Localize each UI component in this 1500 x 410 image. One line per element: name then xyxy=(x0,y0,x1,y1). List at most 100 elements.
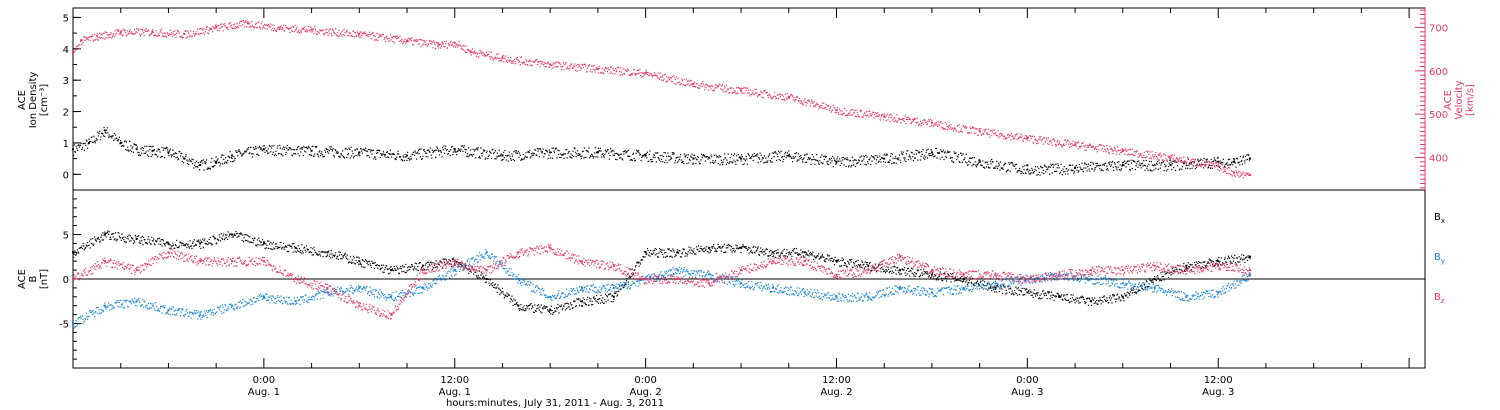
density-series-sample xyxy=(198,165,199,166)
velocity-series-sample xyxy=(1235,176,1236,177)
density-series-sample xyxy=(845,158,846,159)
velocity-series-sample xyxy=(389,40,390,41)
density-series-sample xyxy=(287,145,288,146)
bx-series-sample xyxy=(593,297,594,298)
bx-series-sample xyxy=(693,248,694,249)
density-series-sample xyxy=(1164,164,1165,165)
density-series-sample xyxy=(404,160,405,161)
density-series-sample xyxy=(1147,165,1148,166)
density-series-sample xyxy=(812,159,813,160)
velocity-series-sample xyxy=(895,120,896,121)
velocity-series-sample xyxy=(776,97,777,98)
velocity-series-sample xyxy=(516,59,517,60)
density-series-sample xyxy=(553,147,554,148)
bx-series-sample xyxy=(710,251,711,252)
bx-series-sample xyxy=(672,257,673,258)
density-series-sample xyxy=(1104,165,1105,166)
bx-series-sample xyxy=(688,251,689,252)
velocity-series-sample xyxy=(667,80,668,81)
bx-series-sample xyxy=(161,239,162,240)
velocity-series-sample xyxy=(1025,135,1026,136)
velocity-series-sample xyxy=(266,25,267,26)
bx-series-sample xyxy=(119,236,120,237)
bx-series-sample xyxy=(154,244,155,245)
velocity-series-sample xyxy=(458,45,459,46)
density-series-sample xyxy=(136,144,137,145)
velocity-series-sample xyxy=(868,116,869,117)
velocity-series-sample xyxy=(1011,133,1012,134)
velocity-series-sample xyxy=(112,36,113,37)
bx-series-sample xyxy=(606,301,607,302)
velocity-series-sample xyxy=(1002,134,1003,135)
velocity-series-sample xyxy=(799,98,800,99)
bx-series-sample xyxy=(76,254,77,255)
density-series-sample xyxy=(410,156,411,157)
density-series-sample xyxy=(329,146,330,147)
density-series-sample xyxy=(1039,172,1040,173)
density-series-sample xyxy=(432,152,433,153)
density-series-sample xyxy=(325,152,326,153)
velocity-series-sample xyxy=(282,27,283,28)
velocity-series-sample xyxy=(327,32,328,33)
density-series-sample xyxy=(557,150,558,151)
bx-series-sample xyxy=(401,271,402,272)
bx-series-sample xyxy=(130,240,131,241)
velocity-series-sample xyxy=(1132,148,1133,149)
density-series-sample xyxy=(731,154,732,155)
velocity-series-sample xyxy=(304,27,305,28)
density-series-sample xyxy=(1023,173,1024,174)
density-series-sample xyxy=(128,149,129,150)
bx-series-sample xyxy=(301,253,302,254)
velocity-series-sample xyxy=(896,121,897,122)
time-tick-label: 0:00 xyxy=(1016,375,1038,386)
density-series-sample xyxy=(506,159,507,160)
velocity-series-sample xyxy=(641,76,642,77)
density-series-sample xyxy=(909,155,910,156)
density-series-sample xyxy=(975,165,976,166)
velocity-series-sample xyxy=(814,101,815,102)
bx-series-sample xyxy=(264,242,265,243)
velocity-series-sample xyxy=(408,41,409,42)
velocity-series-sample xyxy=(96,35,97,36)
density-series-sample xyxy=(1131,163,1132,164)
density-series-sample xyxy=(1248,155,1249,156)
velocity-series-sample xyxy=(205,29,206,30)
bx-series-sample xyxy=(522,307,523,308)
bx-series-sample xyxy=(488,282,489,283)
velocity-series-sample xyxy=(634,73,635,74)
bx-series-sample xyxy=(310,247,311,248)
bx-series-sample xyxy=(476,275,477,276)
bx-series-sample xyxy=(428,262,429,263)
bx-series-sample xyxy=(380,269,381,270)
density-series-sample xyxy=(458,148,459,149)
velocity-series-sample xyxy=(924,120,925,121)
density-series-sample xyxy=(1114,162,1115,163)
density-series-sample xyxy=(563,154,564,155)
density-series-sample xyxy=(282,155,283,156)
velocity-series-sample xyxy=(380,34,381,35)
velocity-series-sample xyxy=(136,28,137,29)
velocity-series-sample xyxy=(544,66,545,67)
density-series-sample xyxy=(853,164,854,165)
velocity-series-sample xyxy=(873,117,874,118)
bx-series-sample xyxy=(312,248,313,249)
density-series-sample xyxy=(1158,169,1159,170)
velocity-series-sample xyxy=(532,65,533,66)
velocity-series-sample xyxy=(589,64,590,65)
density-series-sample xyxy=(427,156,428,157)
velocity-series-sample xyxy=(225,25,226,26)
bx-series-sample xyxy=(394,268,395,269)
density-series-sample xyxy=(685,156,686,157)
density-series-sample xyxy=(649,150,650,151)
velocity-series-sample xyxy=(810,102,811,103)
velocity-series-sample xyxy=(826,104,827,105)
density-series-sample xyxy=(163,150,164,151)
density-series-sample xyxy=(1218,157,1219,158)
velocity-series-sample xyxy=(1209,162,1210,163)
velocity-series-sample xyxy=(190,30,191,31)
density-series-sample xyxy=(1216,165,1217,166)
velocity-series-sample xyxy=(630,75,631,76)
density-series-sample xyxy=(690,160,691,161)
bx-series-sample xyxy=(223,235,224,236)
velocity-series-sample xyxy=(272,25,273,26)
